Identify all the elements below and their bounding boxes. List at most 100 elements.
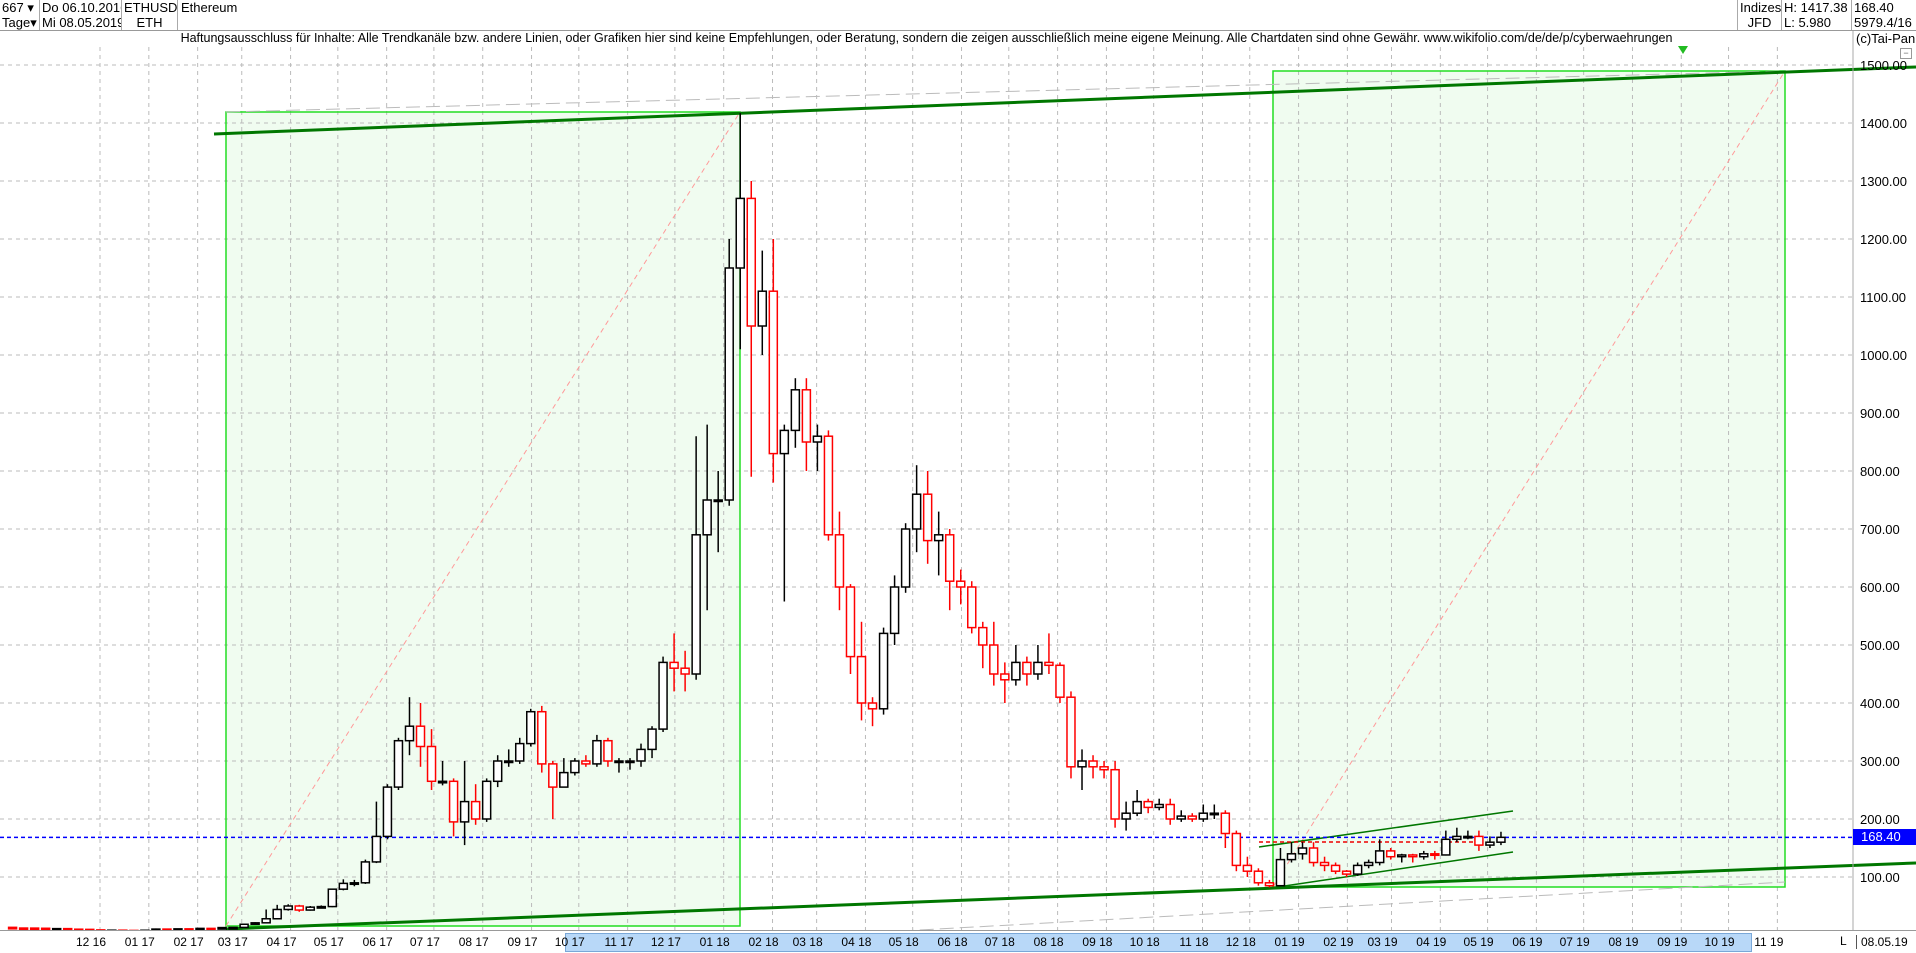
- candle: [1220, 810, 1231, 848]
- candle: [1022, 656, 1032, 686]
- candle-body: [1176, 815, 1186, 820]
- volume: 5979.4/16: [1854, 15, 1912, 30]
- candle-body: [1352, 864, 1363, 875]
- candle-body: [614, 760, 624, 764]
- candle-body: [1496, 836, 1506, 843]
- grid: [0, 47, 1853, 930]
- low-value: L: 5.980: [1784, 15, 1831, 30]
- candle-body: [1297, 847, 1308, 855]
- candle-body: [845, 586, 856, 658]
- candle: [415, 703, 426, 767]
- candles: [7, 113, 1506, 933]
- chevron-down-icon[interactable]: ▾: [30, 15, 37, 30]
- group: Indizes: [1740, 0, 1781, 15]
- price-axis: 100.00 200.00 300.00 400.00 500.00 600.00 700.…: [1852, 30, 1907, 930]
- last-cell: 168.40 5979.4/16: [1852, 0, 1916, 30]
- candle: [1143, 798, 1153, 814]
- candle-body: [1408, 854, 1418, 858]
- candle-body: [856, 655, 867, 704]
- candle: [503, 749, 514, 767]
- candle: [933, 511, 944, 576]
- candle-body: [360, 861, 371, 884]
- candle-body: [834, 534, 845, 588]
- candle-body: [790, 389, 801, 432]
- candle: [283, 904, 293, 911]
- candle: [889, 575, 900, 645]
- candle-body: [426, 745, 437, 783]
- marker-triangle-icon: [1678, 46, 1688, 54]
- bar-count-select[interactable]: 667 ▾: [0, 0, 39, 15]
- candle-body: [294, 905, 304, 911]
- date-to[interactable]: Mi 08.05.2019: [42, 15, 121, 30]
- bar-count-cell[interactable]: 667 ▾ Tage▾: [0, 0, 40, 30]
- candle-body: [393, 739, 404, 788]
- candle: [239, 923, 249, 929]
- candle-body: [823, 435, 834, 536]
- date-from[interactable]: Do 06.10.2016: [42, 0, 121, 15]
- candle: [448, 778, 459, 837]
- x-tick-label: 06 19: [1512, 935, 1543, 949]
- period-select[interactable]: Tage▾: [0, 15, 39, 30]
- candle: [801, 378, 812, 471]
- candle: [1264, 879, 1275, 888]
- candle: [1330, 862, 1341, 875]
- y-tick-label: 700.00: [1860, 522, 1900, 537]
- candle-body: [217, 926, 227, 930]
- candle: [537, 705, 547, 773]
- candle: [272, 904, 282, 920]
- candle: [437, 761, 448, 786]
- candle: [261, 909, 271, 924]
- x-tick-label: 01 19: [1274, 935, 1305, 949]
- candle: [1198, 804, 1209, 822]
- candle: [1396, 853, 1407, 863]
- collapse-icon[interactable]: −: [1900, 48, 1912, 59]
- candle-body: [1253, 870, 1264, 884]
- candle-body: [492, 760, 503, 783]
- chevron-down-icon[interactable]: ▾: [27, 0, 34, 15]
- candle: [1275, 848, 1286, 887]
- candle-body: [338, 882, 349, 890]
- candle: [492, 755, 503, 788]
- date-range-cell[interactable]: Do 06.10.2016 Mi 08.05.2019: [40, 0, 122, 30]
- candle-body: [989, 644, 999, 675]
- channel-lower: [1270, 851, 1514, 889]
- candle-body: [228, 926, 238, 930]
- candle-body: [327, 888, 338, 908]
- candle-body: [779, 429, 790, 455]
- candle-body: [768, 290, 779, 455]
- y-tick-label: 300.00: [1860, 754, 1900, 769]
- candle-body: [1341, 870, 1352, 875]
- candle-body: [239, 923, 249, 929]
- candle: [305, 906, 316, 911]
- candle-body: [889, 586, 900, 635]
- candle: [1441, 830, 1451, 856]
- candle-body: [514, 742, 525, 762]
- candle-body: [1374, 850, 1385, 864]
- source: JFD: [1747, 15, 1772, 30]
- candle: [559, 758, 569, 788]
- candle-body: [978, 626, 988, 646]
- candle-body: [1474, 835, 1484, 846]
- x-tick-label: 04 19: [1416, 935, 1447, 949]
- candle-body: [1485, 841, 1495, 846]
- candle: [669, 633, 679, 692]
- date-axis: 12 16 01 17 02 17 03 17 04 17 05 17 06 17 07 17…: [0, 930, 1916, 953]
- candle-body: [1319, 861, 1330, 867]
- candle-body: [7, 926, 18, 930]
- candle: [1011, 645, 1021, 686]
- y-tick-label: 1500.00: [1860, 58, 1907, 73]
- current-price-label: 168.40: [1861, 829, 1901, 844]
- y-tick-label: 600.00: [1860, 580, 1900, 595]
- x-tick-label: 09 17: [507, 935, 538, 949]
- symbol-short: ETH: [136, 15, 163, 30]
- candle: [29, 927, 40, 931]
- candle: [724, 239, 734, 506]
- candle: [1209, 804, 1220, 819]
- candle: [1099, 761, 1109, 779]
- candle-body: [283, 905, 293, 911]
- x-tick-label: 08 17: [458, 935, 489, 949]
- candle-body: [1231, 832, 1242, 867]
- candle: [636, 743, 646, 767]
- candle-body: [592, 739, 602, 765]
